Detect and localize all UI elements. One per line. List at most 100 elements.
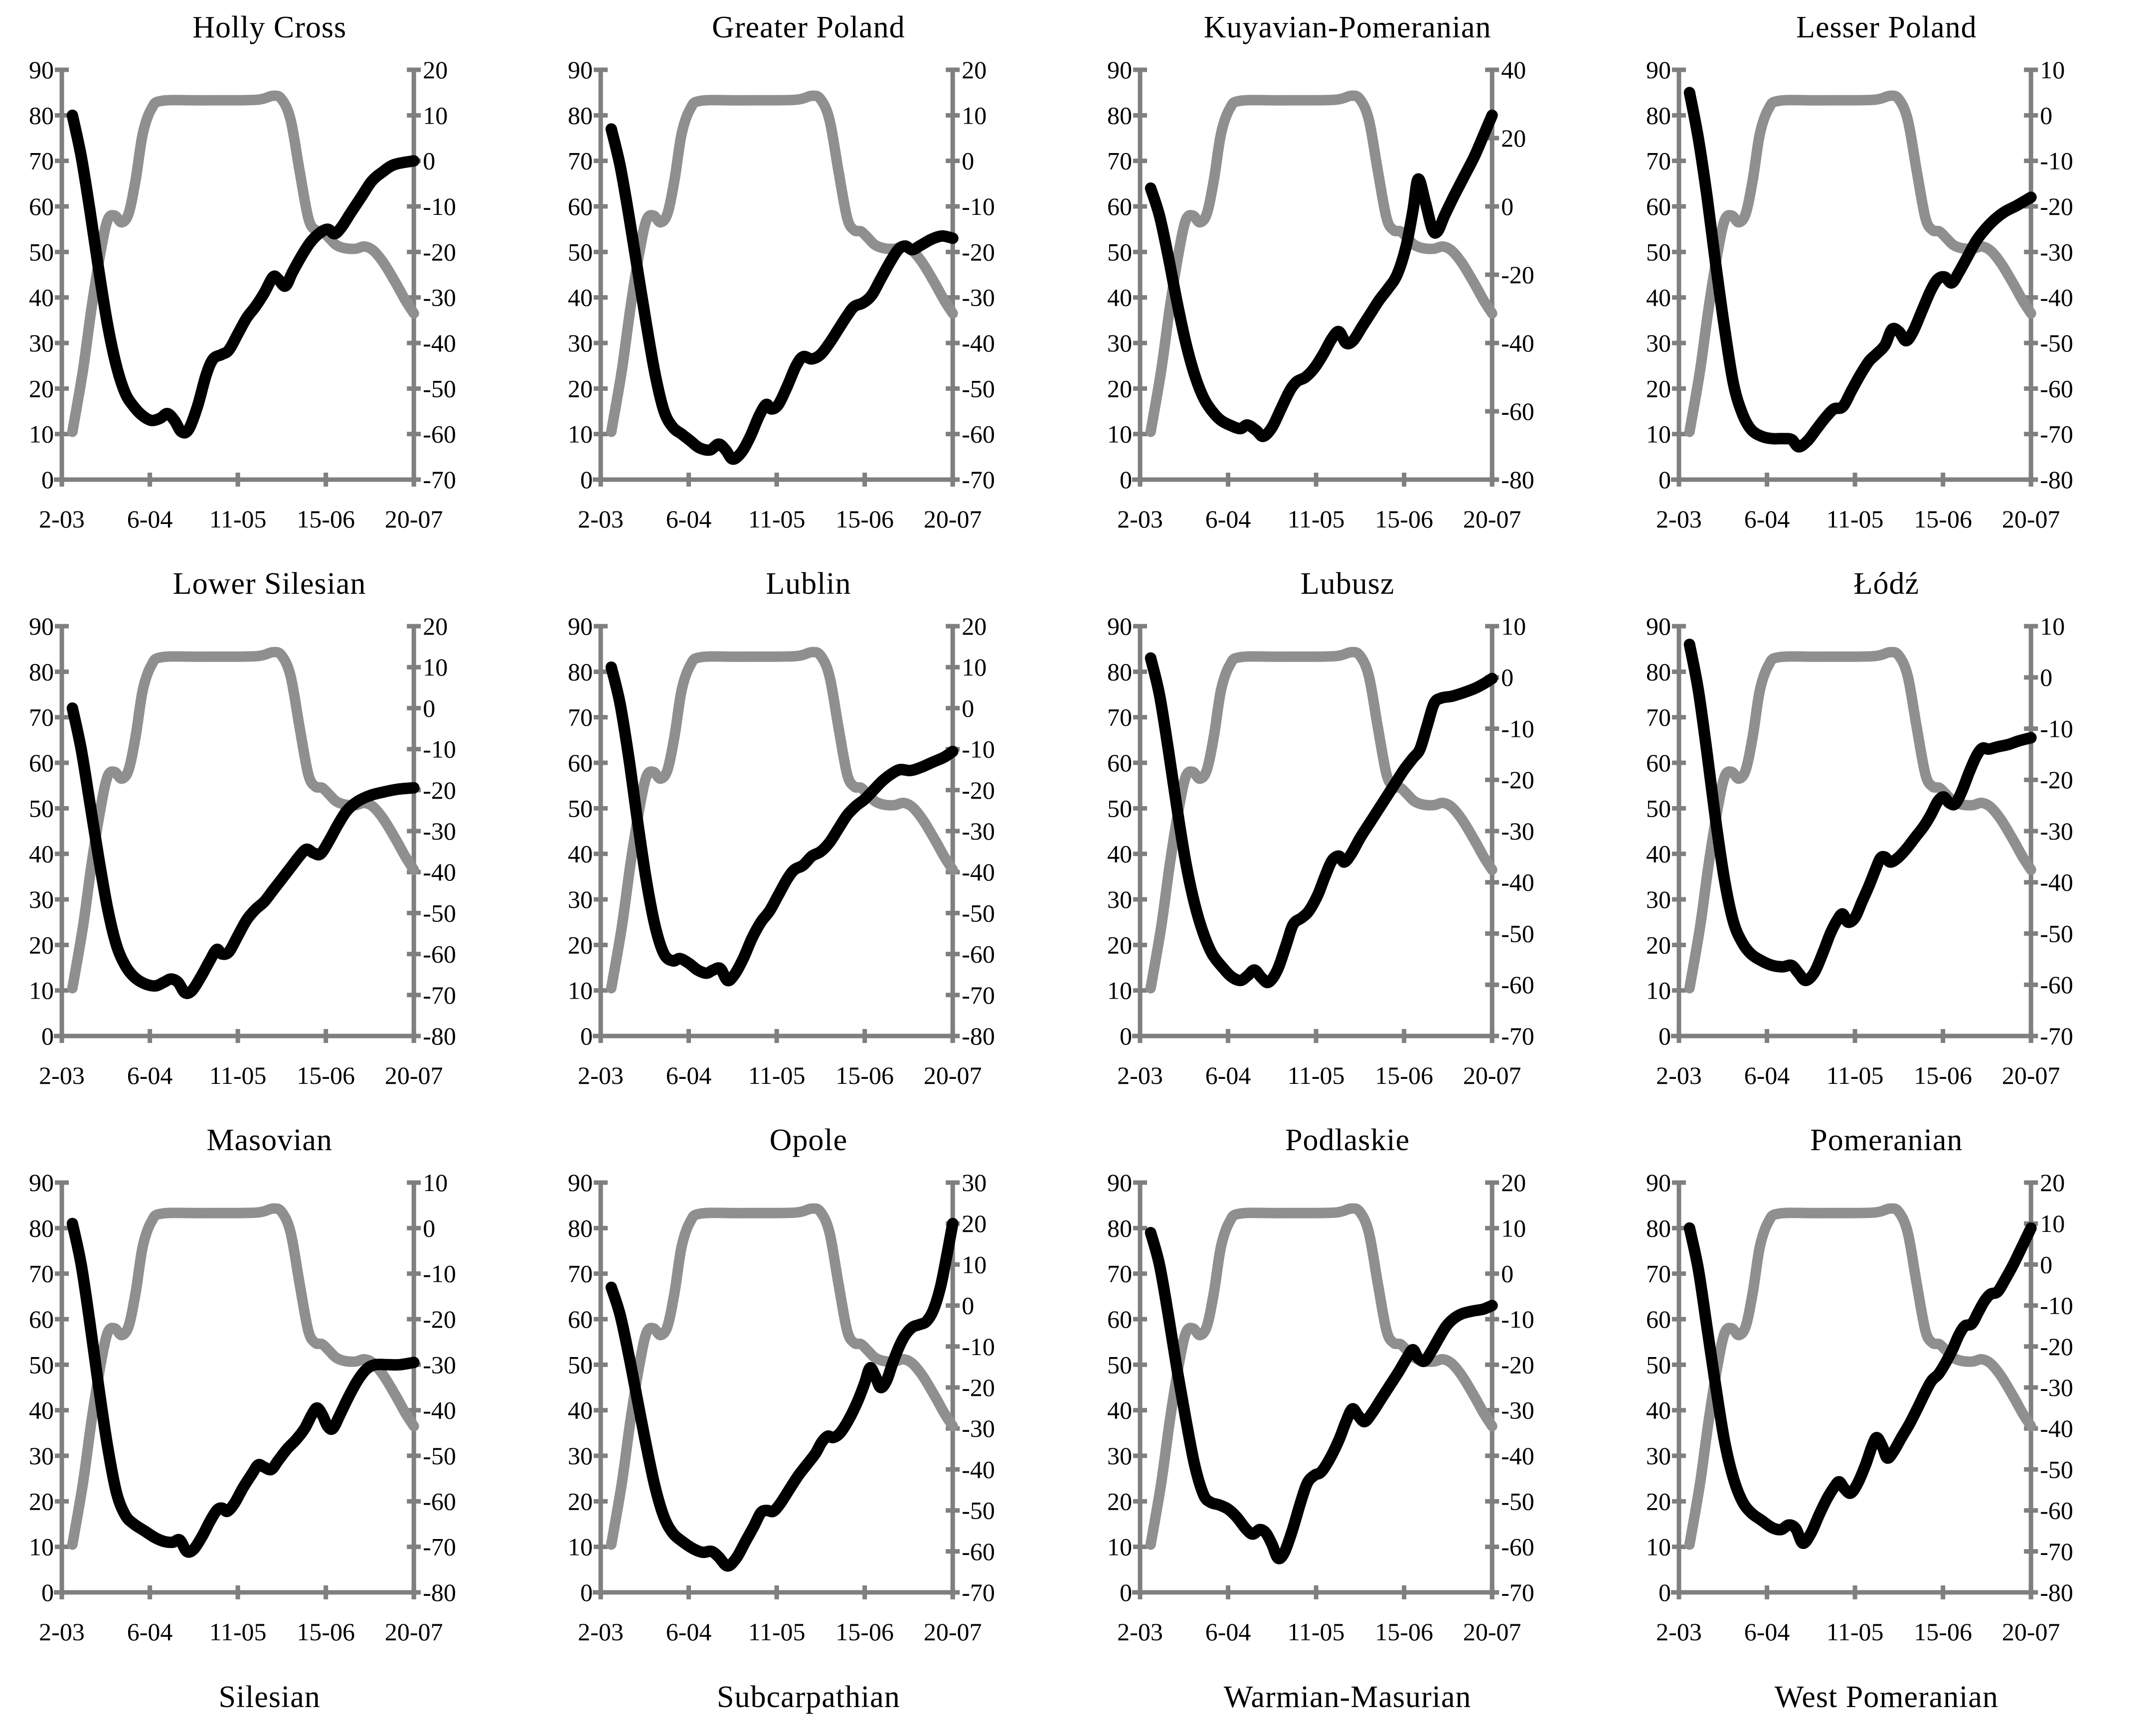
right-axis-label: -50 [962,374,995,402]
right-axis-label: 0 [423,147,435,175]
chart-title: Lesser Poland [1796,10,1977,44]
right-axis-label: -20 [962,776,995,804]
chart-cell-10: Podlaskie 90 80 70 60 50 40 30 20 10 0 20 10 0 -10 -20 -… [1078,1113,1617,1669]
left-axis-label: 20 [29,374,54,402]
black-series-line [1145,109,1498,442]
right-axis-label: 0 [962,694,974,722]
right-axis-label: 20 [2040,1169,2065,1197]
right-axis-label: -60 [1501,971,1534,999]
left-axis-label: 20 [29,931,54,959]
right-axis-label: -70 [1501,1578,1534,1606]
right-axis-label: 20 [962,1209,987,1237]
right-axis-label: -30 [423,817,456,845]
left-axis-label: 40 [29,1396,54,1424]
right-axis-label: -20 [1501,766,1534,794]
right-axis-label: 10 [962,653,987,681]
x-axis-label: 2-03 [1117,1618,1163,1646]
right-axis-label: -30 [962,284,995,312]
left-axis-label: 80 [1646,658,1671,686]
left-axis-label: 80 [1107,658,1132,686]
x-axis-label: 15-06 [1914,1061,1972,1089]
right-axis-label: -30 [962,817,995,845]
left-axis-label: 30 [568,1442,593,1470]
right-axis-label: 20 [423,56,448,84]
right-axis-label: -20 [1501,1351,1534,1379]
x-axis-label: 11-05 [748,1618,806,1646]
left-axis-label: 90 [29,1169,54,1197]
left-axis-label: 70 [29,703,54,731]
black-series-line [1145,652,1498,989]
left-axis-label: 10 [29,420,54,448]
left-axis-label: 60 [1646,1305,1671,1333]
left-axis-label: 50 [29,794,54,822]
left-axis-label: 20 [568,374,593,402]
chart-canvas: 90 80 70 60 50 40 30 20 10 0 20 10 0 -10 -20 -30 -40 -50 -… [1646,1169,2073,1646]
right-axis-label: 0 [2040,664,2052,691]
right-axis-label: -60 [1501,397,1534,425]
left-axis-label: 0 [580,466,593,494]
left-axis-label: 70 [1646,703,1671,731]
x-axis-label: 2-03 [578,505,624,533]
left-axis-label: 90 [568,56,593,84]
right-axis-label: -20 [423,238,456,266]
left-axis-label: 10 [568,1533,593,1561]
x-axis-label: 11-05 [1826,505,1883,533]
x-axis-label: 15-06 [1375,1618,1433,1646]
left-axis-label: 70 [1107,147,1132,175]
right-axis-label: -20 [2040,192,2073,220]
x-axis-label: 2-03 [39,1618,85,1646]
left-axis-label: 0 [41,1022,54,1050]
left-axis-label: 70 [568,1260,593,1288]
x-axis-label: 15-06 [1914,505,1972,533]
left-axis-label: 10 [568,977,593,1005]
x-axis-label: 2-03 [1656,1618,1702,1646]
chart-title: Pomeranian [1810,1123,1963,1157]
left-axis-label: 80 [568,1214,593,1242]
left-axis-label: 0 [41,466,54,494]
right-axis-label: -30 [962,1414,995,1442]
left-axis-label: 80 [1107,1214,1132,1242]
x-axis-label: 11-05 [1287,1061,1344,1089]
right-axis-label: 0 [423,1214,435,1242]
chart-canvas: 90 80 70 60 50 40 30 20 10 0 10 0 -10 -20 -30 -40 -50 -60… [1646,612,2073,1089]
left-axis-label: 60 [29,1305,54,1333]
right-axis-label: 10 [1501,612,1526,640]
black-series-line [66,702,420,999]
left-axis-label: 60 [1107,192,1132,220]
left-axis-label: 90 [1646,56,1671,84]
left-axis-label: 90 [1107,56,1132,84]
right-axis-label: -10 [962,1333,995,1361]
chart-cell-8: Masovian 90 80 70 60 50 40 30 20 10 0 10 0 -10 -20 -30 -… [0,1113,539,1669]
right-axis-label: 10 [423,1169,448,1197]
left-axis-label: 80 [1107,101,1132,129]
right-axis-label: -10 [2040,715,2073,743]
right-axis-label: -70 [423,981,456,1009]
chart-canvas: 90 80 70 60 50 40 30 20 10 0 30 20 10 0 -10 -20 -30 -40 -5… [568,1169,995,1646]
right-axis-label: -70 [962,981,995,1009]
right-axis-label: 10 [962,1250,987,1278]
left-axis-label: 0 [580,1578,593,1606]
chart-title: Lubusz [1300,566,1395,601]
left-axis-label: 80 [1646,101,1671,129]
black-series-line [605,1217,959,1572]
left-axis-label: 70 [29,1260,54,1288]
x-axis-label: 6-04 [127,505,173,533]
chart-title: Lublin [766,566,851,601]
left-axis-label: 0 [1120,1578,1132,1606]
right-axis-label: -50 [423,899,456,927]
left-axis-label: 20 [1646,374,1671,402]
right-axis-label: -50 [423,1442,456,1470]
right-axis-label: -70 [1501,1022,1534,1050]
chart-canvas: 90 80 70 60 50 40 30 20 10 0 10 0 -10 -20 -30 -40 -50 -60… [1646,56,2073,533]
left-axis-label: 90 [1107,612,1132,640]
left-axis-label: 10 [1107,977,1132,1005]
right-axis-label: -70 [962,1578,995,1606]
x-axis-label: 6-04 [1205,1618,1251,1646]
right-axis-label: 40 [1501,56,1526,84]
left-axis-label: 30 [1107,1442,1132,1470]
right-axis-label: -50 [2040,920,2073,948]
x-axis-label: 6-04 [1744,505,1790,533]
x-axis-label: 15-06 [1375,1061,1433,1089]
right-axis-label: 20 [423,612,448,640]
right-axis-label: -40 [423,1396,456,1424]
